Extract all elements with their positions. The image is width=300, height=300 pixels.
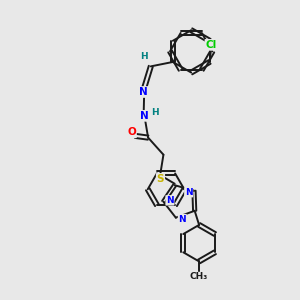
Text: S: S: [157, 174, 164, 184]
Text: O: O: [127, 127, 136, 137]
Text: H: H: [151, 108, 159, 117]
Text: H: H: [140, 52, 148, 62]
Text: N: N: [166, 196, 174, 205]
Text: CH₃: CH₃: [190, 272, 208, 281]
Text: N: N: [178, 214, 186, 224]
Text: N: N: [139, 87, 148, 97]
Text: N: N: [185, 188, 193, 197]
Text: Cl: Cl: [206, 40, 217, 50]
Text: N: N: [140, 111, 149, 121]
